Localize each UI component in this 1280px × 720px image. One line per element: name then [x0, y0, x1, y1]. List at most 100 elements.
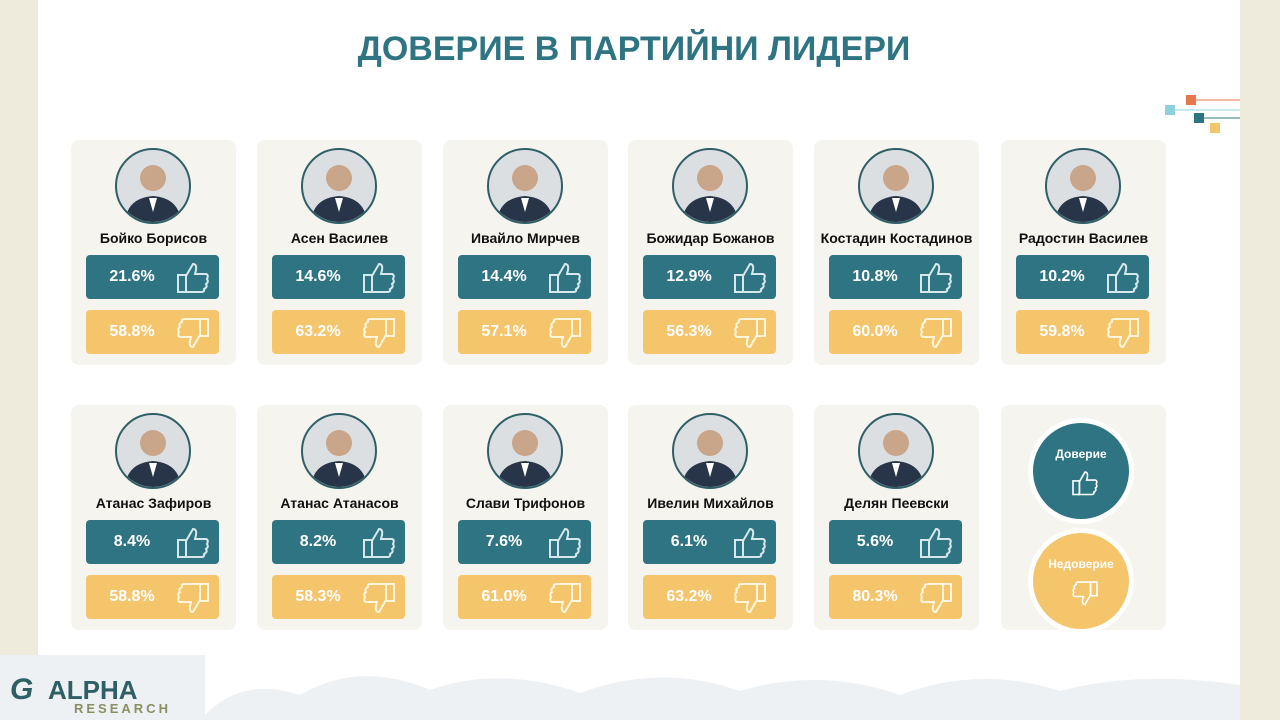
value: 56.3% [666, 323, 712, 340]
value: 8.2% [299, 533, 337, 550]
photo [672, 413, 748, 489]
value: 60.0% [852, 323, 898, 340]
leader-card: Атанас Зафиров 8.4% 58.8% [71, 405, 236, 630]
value: 14.4% [481, 268, 527, 285]
thumb-icon [1107, 262, 1139, 293]
decoration [1165, 95, 1240, 133]
value: 63.2% [295, 323, 341, 340]
value: 59.8% [1039, 323, 1085, 340]
thumb-icon [177, 262, 209, 293]
value: 61.0% [481, 588, 527, 605]
trust-box: 12.9% [643, 255, 776, 299]
logo-name: ALPHA [48, 675, 138, 705]
thumb-icon [734, 318, 766, 349]
silhouette [311, 165, 367, 222]
value: 10.2% [1039, 268, 1085, 285]
value: 5.6% [856, 533, 894, 550]
value: 58.8% [109, 323, 155, 340]
silhouette [1055, 165, 1111, 222]
thumb-icon [920, 527, 952, 558]
leader-name: Асен Василев [290, 230, 389, 246]
distrust-box: 63.2% [643, 575, 776, 619]
leader-name: Костадин Костадинов [820, 230, 973, 246]
logo-sub: RESEARCH [74, 701, 171, 716]
distrust-box: 57.1% [458, 310, 591, 354]
value: 58.3% [295, 588, 341, 605]
thumb-icon [363, 527, 395, 558]
distrust-box: 56.3% [643, 310, 776, 354]
thumb-icon [177, 527, 209, 558]
leader-name: Атанас Зафиров [95, 495, 212, 511]
legend-card: Доверие Недоверие [1001, 405, 1166, 630]
side-bar [0, 0, 38, 720]
distrust-box: 58.8% [86, 310, 219, 354]
leader-card: Ивелин Михайлов 6.1% 63.2% [628, 405, 793, 630]
photo [487, 148, 563, 224]
thumb-icon [1072, 581, 1098, 606]
value: 63.2% [666, 588, 712, 605]
thumb-icon [363, 583, 395, 614]
distrust-box: 58.3% [272, 575, 405, 619]
thumb-icon [549, 583, 581, 614]
trust-box: 8.2% [272, 520, 405, 564]
silhouette [868, 430, 924, 487]
distrust-box: 58.8% [86, 575, 219, 619]
leader-card: Слави Трифонов 7.6% 61.0% [443, 405, 608, 630]
trust-box: 5.6% [829, 520, 962, 564]
trust-box: 7.6% [458, 520, 591, 564]
photo [1045, 148, 1121, 224]
value: 14.6% [295, 268, 341, 285]
trust-box: 14.4% [458, 255, 591, 299]
trust-box: 6.1% [643, 520, 776, 564]
thumb-icon [734, 527, 766, 558]
value: 7.6% [485, 533, 523, 550]
trust-box: 10.8% [829, 255, 962, 299]
photo [858, 148, 934, 224]
distrust-box: 61.0% [458, 575, 591, 619]
value: 57.1% [481, 323, 527, 340]
legend-label: Доверие [1055, 447, 1107, 461]
thumb-icon [549, 527, 581, 558]
leader-card: Асен Василев 14.6% 63.2% [257, 140, 422, 365]
leader-card: Делян Пеевски 5.6% 80.3% [814, 405, 979, 630]
distrust-box: 59.8% [1016, 310, 1149, 354]
silhouette [682, 430, 738, 487]
trust-box: 8.4% [86, 520, 219, 564]
thumb-icon [920, 583, 952, 614]
thumb-icon [177, 318, 209, 349]
leader-card: Атанас Атанасов 8.2% 58.3% [257, 405, 422, 630]
photo [115, 413, 191, 489]
title: ДОВЕРИЕ В ПАРТИЙНИ ЛИДЕРИ [357, 30, 911, 68]
photo [672, 148, 748, 224]
thumb-icon [549, 262, 581, 293]
thumb-icon [549, 318, 581, 349]
silhouette [497, 165, 553, 222]
trust-box: 10.2% [1016, 255, 1149, 299]
leader-card: Божидар Божанов 12.9% 56.3% [628, 140, 793, 365]
thumb-icon [363, 262, 395, 293]
thumb-icon [734, 583, 766, 614]
leader-name: Радостин Василев [1018, 230, 1149, 246]
value: 21.6% [109, 268, 155, 285]
leader-name: Божидар Божанов [646, 230, 775, 246]
value: 8.4% [113, 533, 151, 550]
leader-card: Бойко Борисов 21.6% 58.8% [71, 140, 236, 365]
photo [858, 413, 934, 489]
logo-area: G ALPHA RESEARCH [0, 655, 205, 720]
leader-name: Ивелин Михайлов [647, 495, 774, 511]
silhouette [125, 165, 181, 222]
silhouette [682, 165, 738, 222]
thumb-icon [734, 262, 766, 293]
leader-name: Ивайло Мирчев [470, 230, 581, 246]
leader-name: Слави Трифонов [465, 495, 586, 511]
thumb-icon [920, 262, 952, 293]
leader-name: Атанас Атанасов [280, 495, 399, 511]
photo [301, 413, 377, 489]
trust-box: 14.6% [272, 255, 405, 299]
value: 58.8% [109, 588, 155, 605]
legend-label: Недоверие [1048, 557, 1114, 571]
trust-box: 21.6% [86, 255, 219, 299]
thumb-icon [1107, 318, 1139, 349]
thumb-icon [363, 318, 395, 349]
